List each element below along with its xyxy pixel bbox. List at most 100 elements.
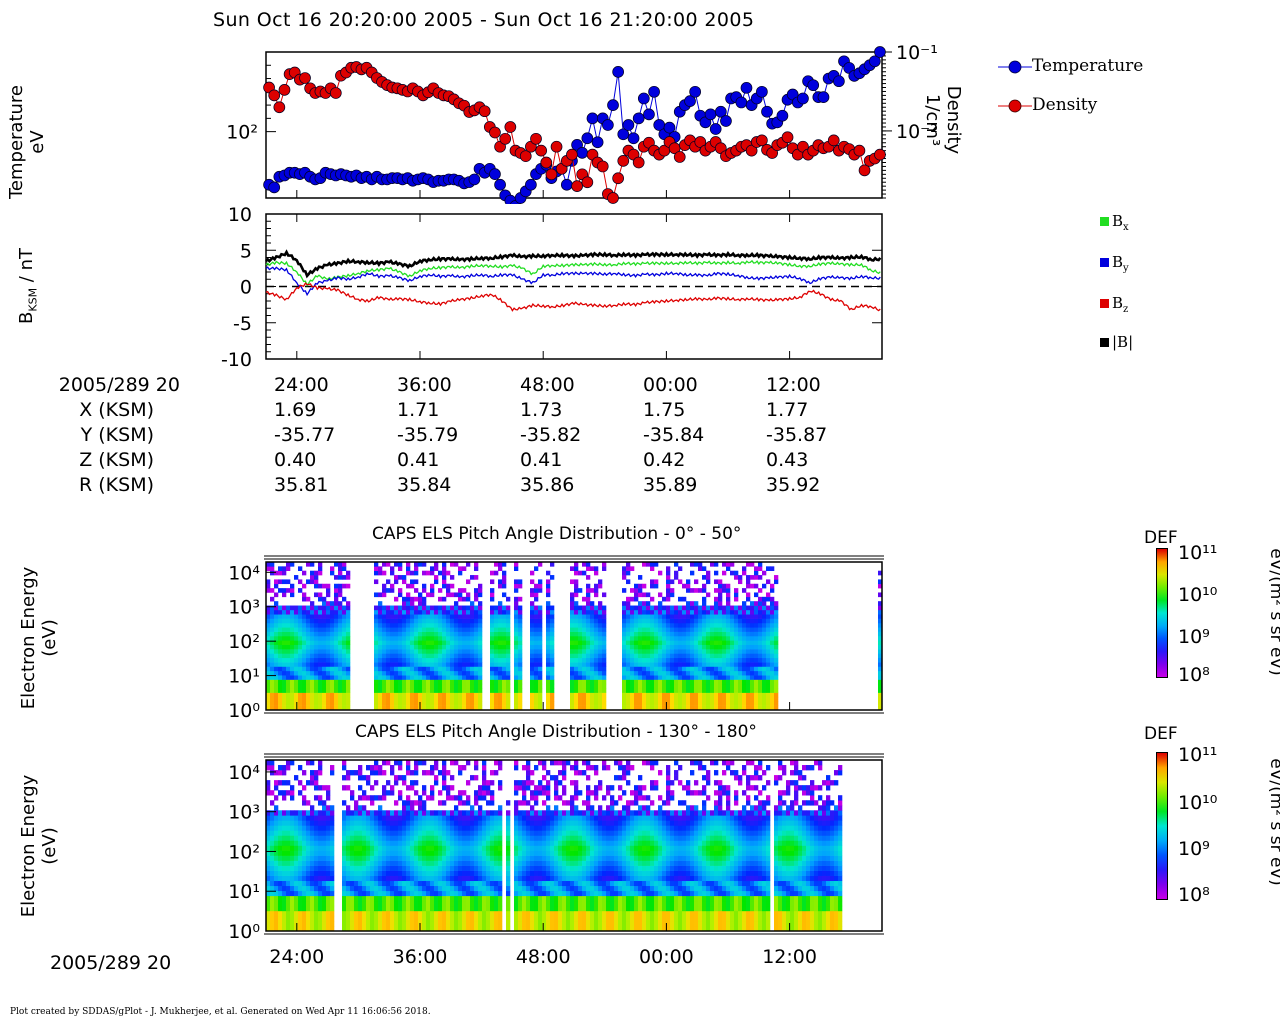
els-low-cell — [278, 618, 283, 624]
els-high-cell — [278, 840, 283, 846]
temperature-point — [632, 112, 645, 125]
els-low-cell — [658, 614, 663, 619]
els-low-cell — [570, 662, 575, 667]
els-high-cell — [282, 845, 287, 851]
els-low-cell — [426, 679, 431, 685]
els-low-cell — [382, 609, 387, 615]
els-low-cell — [686, 657, 691, 663]
els-low-cell — [550, 627, 555, 632]
els-low-cell — [266, 705, 271, 711]
els-low-cell — [338, 601, 343, 606]
els-high-cell — [274, 915, 279, 922]
els-low-cell — [342, 705, 347, 711]
els-low-cell — [406, 627, 411, 632]
els-low-cell — [422, 675, 427, 680]
els-high-cell — [342, 810, 347, 816]
els-low-cell — [422, 688, 427, 693]
els-low-cell — [758, 605, 763, 611]
els-low-cell — [574, 588, 579, 593]
els-low-cell — [390, 649, 395, 654]
els-high-cell — [302, 825, 307, 831]
els-high-cell — [346, 895, 351, 902]
els-low-cell — [270, 596, 275, 602]
els-high-cell — [378, 900, 383, 907]
els-low-cell — [582, 640, 587, 645]
els-low-cell — [402, 640, 407, 645]
els-low-cell — [474, 614, 479, 619]
els-low-cell — [326, 701, 331, 706]
els-low-cell — [550, 575, 555, 580]
els-high-cell — [302, 905, 307, 912]
els-low-cell — [426, 653, 431, 659]
els-low-cell — [686, 692, 691, 698]
els-low-cell — [630, 692, 635, 698]
els-low-cell — [878, 605, 883, 611]
els-low-cell — [286, 605, 291, 611]
els-low-cell — [530, 649, 535, 654]
els-high-cell — [478, 820, 483, 826]
els-low-cell — [630, 622, 635, 628]
els-high-cell — [390, 875, 395, 882]
els-low-cell — [318, 692, 323, 698]
els-low-cell — [514, 622, 519, 628]
els-low-cell — [450, 622, 455, 628]
els-low-cell — [546, 579, 551, 585]
els-low-cell — [518, 596, 523, 602]
els-low-cell — [598, 583, 603, 589]
els-high-cell — [474, 760, 479, 766]
els-low-cell — [430, 622, 435, 628]
els-low-cell — [430, 692, 435, 698]
els-low-cell — [622, 622, 627, 628]
els-low-cell — [746, 670, 751, 676]
els-low-cell — [294, 662, 299, 667]
els-low-cell — [518, 644, 523, 650]
els-low-cell — [466, 622, 471, 628]
els-high-cell — [294, 920, 299, 927]
els-high-cell — [422, 800, 427, 806]
els-low-cell — [502, 562, 507, 567]
els-low-cell — [410, 605, 415, 611]
els-low-cell — [530, 688, 535, 693]
els-low-cell — [702, 640, 707, 645]
els-high-cell — [306, 815, 311, 821]
els-low-cell — [314, 618, 319, 624]
els-low-cell — [594, 649, 599, 654]
ephemeris-cell: -35.82 — [520, 424, 582, 446]
els-high-cell — [290, 845, 295, 851]
els-low-cell — [330, 631, 335, 637]
els-low-cell — [378, 592, 383, 598]
els-low-cell — [586, 662, 591, 667]
els-low-cell — [322, 601, 327, 606]
els-low-cell — [602, 683, 607, 689]
els-high-cell — [266, 880, 271, 887]
els-low-cell — [314, 696, 319, 702]
els-high-cell — [366, 900, 371, 907]
els-high-cell — [382, 790, 387, 796]
els-low-cell — [402, 705, 407, 711]
els-low-cell — [454, 618, 459, 624]
els-low-cell — [878, 583, 883, 589]
els-low-cell — [502, 605, 507, 611]
els-low-cell — [582, 570, 587, 576]
els-low-cell — [398, 618, 403, 624]
els-low-cell — [714, 640, 719, 645]
els-low-cell — [622, 640, 627, 645]
els-low-cell — [626, 609, 631, 615]
els-low-cell — [378, 657, 383, 663]
els-low-y-tick-label: 10² — [228, 631, 260, 653]
els-high-cell — [450, 900, 455, 907]
els-low-cell — [278, 696, 283, 702]
els-low-cell — [338, 701, 343, 706]
els-high-cell — [278, 920, 283, 927]
els-low-cell — [462, 705, 467, 711]
els-low-cell — [766, 675, 771, 680]
els-low-cell — [754, 614, 759, 619]
els-low-cell — [682, 631, 687, 637]
els-high-cell — [406, 805, 411, 811]
els-low-cell — [442, 692, 447, 698]
els-low-cell — [318, 562, 323, 567]
els-low-cell — [446, 640, 451, 645]
els-low-cell — [338, 618, 343, 624]
els-low-cell — [314, 592, 319, 598]
els-low-cell — [766, 640, 771, 645]
